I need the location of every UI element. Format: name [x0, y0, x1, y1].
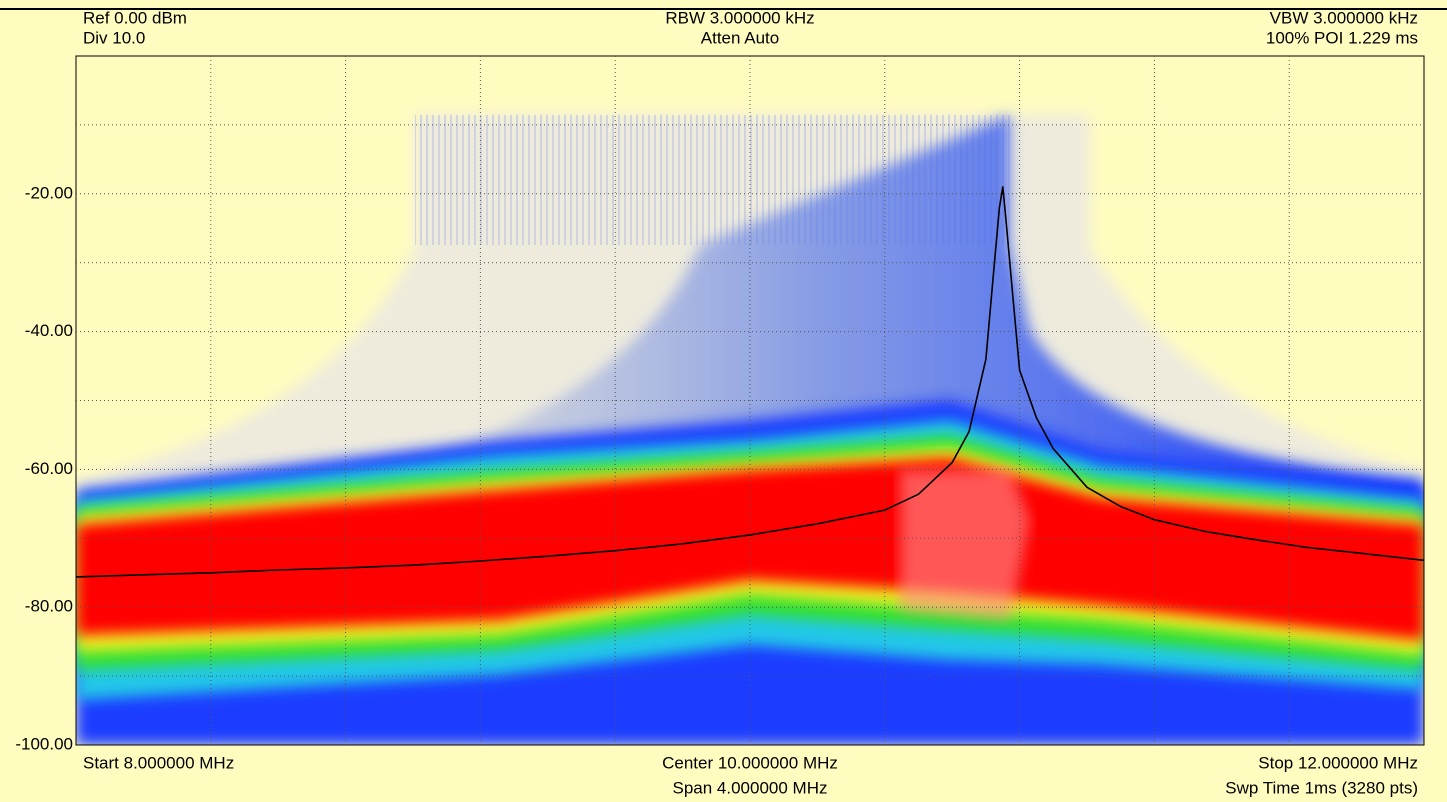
rbw: RBW 3.000000 kHz [665, 8, 814, 27]
y-tick-label: -100.00 [15, 734, 73, 753]
grid [76, 56, 1424, 745]
ref-level: Ref 0.00 dBm [83, 8, 187, 27]
sweep-time: Swp Time 1ms (3280 pts) [1225, 778, 1418, 797]
start-freq: Start 8.000000 MHz [83, 753, 234, 772]
poi: 100% POI 1.229 ms [1266, 28, 1418, 47]
center-freq: Center 10.000000 MHz [662, 753, 838, 772]
trace [75, 186, 1425, 578]
atten: Atten Auto [701, 28, 779, 47]
stop-freq: Stop 12.000000 MHz [1258, 753, 1418, 772]
peak-highlight [900, 470, 1030, 620]
y-axis: -20.00 -40.00 -60.00 -80.00 -100.00 [15, 183, 73, 753]
y-tick-label: -80.00 [25, 597, 73, 616]
span: Span 4.000000 MHz [673, 778, 828, 797]
y-tick-label: -60.00 [25, 459, 73, 478]
trace-line [75, 186, 1425, 578]
div-scale: Div 10.0 [83, 28, 145, 47]
y-tick-label: -40.00 [25, 321, 73, 340]
y-tick-label: -20.00 [25, 183, 73, 202]
vbw: VBW 3.000000 kHz [1270, 8, 1418, 27]
